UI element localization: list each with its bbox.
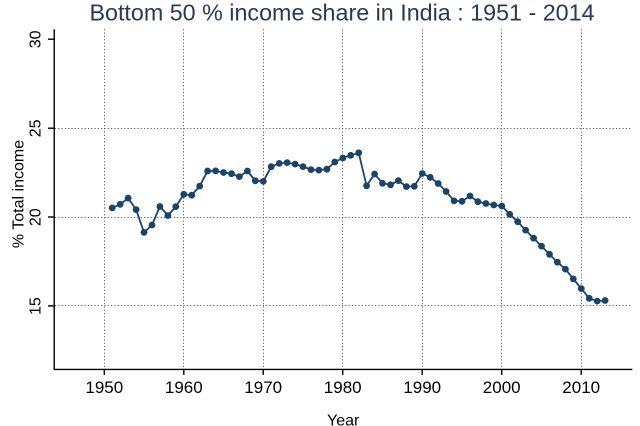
svg-text:25: 25: [28, 119, 45, 137]
svg-text:20: 20: [28, 208, 45, 226]
svg-text:1970: 1970: [244, 378, 282, 397]
svg-text:Bottom 50 % income share in In: Bottom 50 % income share in India : 1951…: [89, 0, 594, 26]
svg-text:% Total income: % Total income: [10, 140, 27, 248]
svg-text:15: 15: [28, 297, 45, 315]
svg-text:Year: Year: [327, 413, 360, 426]
svg-text:2010: 2010: [562, 378, 600, 397]
svg-text:2000: 2000: [483, 378, 521, 397]
svg-text:1950: 1950: [85, 378, 123, 397]
svg-text:1990: 1990: [403, 378, 441, 397]
svg-text:1980: 1980: [324, 378, 362, 397]
svg-text:1960: 1960: [165, 378, 203, 397]
svg-text:30: 30: [28, 30, 45, 48]
